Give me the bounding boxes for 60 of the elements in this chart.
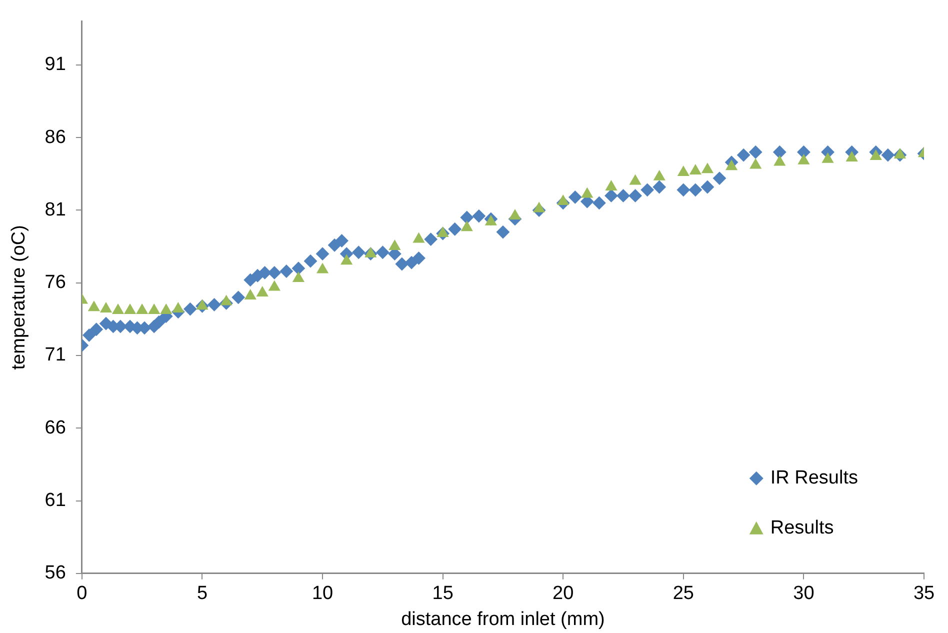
x-tick-label: 30 (793, 583, 814, 604)
legend-label: IR Results (770, 468, 858, 489)
x-tick-label: 20 (552, 583, 574, 604)
point (88, 301, 100, 312)
point (533, 202, 545, 212)
point (557, 195, 569, 206)
point (112, 304, 124, 314)
legend-label: Results (770, 518, 834, 539)
point (172, 302, 184, 313)
point (581, 188, 593, 198)
y-tick-label: 81 (44, 199, 66, 220)
point (340, 254, 352, 265)
point (256, 286, 268, 297)
point (413, 232, 424, 243)
point (509, 210, 521, 220)
x-tick-label: 5 (196, 583, 208, 604)
point (148, 304, 160, 314)
point (364, 247, 376, 258)
x-tick-label: 0 (76, 583, 88, 604)
point (690, 164, 702, 175)
y-tick-label: 71 (44, 344, 66, 366)
point (196, 300, 208, 310)
point (461, 221, 473, 232)
point (606, 180, 617, 190)
y-tick-label: 76 (44, 272, 66, 294)
x-tick-label: 15 (432, 583, 454, 604)
y-axis-title: temperature (oC) (8, 225, 30, 370)
point (316, 263, 328, 274)
x-tick-label: 10 (312, 583, 334, 604)
point (136, 304, 148, 314)
point (244, 289, 256, 300)
y-tick-label: 91 (44, 54, 66, 76)
point (774, 156, 786, 166)
y-tick-label: 66 (44, 417, 66, 438)
point (822, 152, 834, 163)
point (702, 163, 714, 174)
y-tick-label: 61 (44, 490, 66, 512)
point (654, 170, 666, 180)
point (389, 240, 400, 250)
y-tick-label: 56 (44, 562, 66, 584)
point (485, 215, 497, 226)
x-tick-label: 25 (672, 583, 694, 604)
y-tick-label: 86 (44, 126, 66, 148)
point (292, 272, 304, 282)
point (870, 150, 882, 160)
point (124, 304, 136, 314)
point (726, 160, 738, 170)
point (268, 280, 280, 291)
x-axis-title: distance from inlet (mm) (401, 608, 605, 630)
point (750, 158, 762, 169)
point (630, 174, 641, 185)
point (100, 302, 112, 313)
point (220, 295, 232, 306)
x-tick-label: 35 (913, 583, 935, 604)
point (894, 148, 906, 159)
point (160, 304, 172, 314)
point (798, 154, 810, 164)
point (437, 226, 449, 237)
point (846, 151, 858, 162)
point (678, 166, 690, 176)
